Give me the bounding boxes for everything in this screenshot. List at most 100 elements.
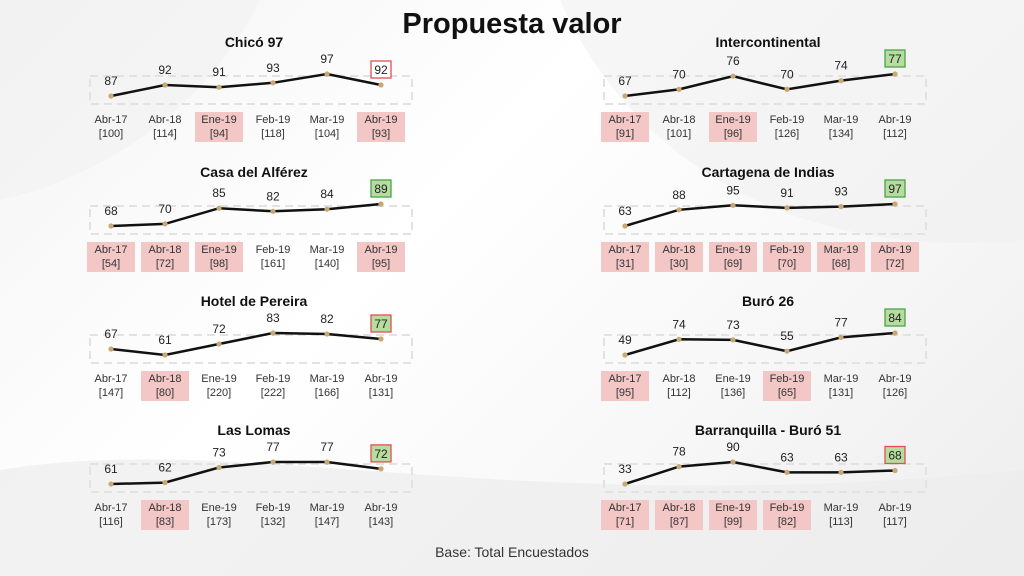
category-base: [98] [209,258,229,270]
category-label: Ene-19 [98] [195,242,243,272]
category-label: Abr-18 [114] [141,112,189,142]
category-name: Mar-19 [823,114,859,126]
last-value-box [884,308,906,327]
category-label: Mar-19 [68] [817,242,865,272]
data-label: 63 [618,204,632,218]
chart-panel: Cartagena de Indias 63 88 95 91 93 97 Abr-17 [31… [598,164,938,284]
data-point [162,480,168,486]
category-row: Abr-17 [71] Abr-18 [87] Ene-19 [99] Feb-19 [82]… [598,500,938,532]
category-base: [70] [777,258,797,270]
data-label: 90 [726,440,740,454]
category-label: Abr-17 [116] [87,500,135,530]
last-value-box [370,179,392,198]
data-point [378,82,384,88]
data-point [892,71,898,77]
data-point [838,78,844,84]
data-label: 77 [374,317,388,331]
category-name: Abr-19 [878,373,912,385]
category-name: Abr-18 [662,244,696,256]
category-base: [126] [882,387,908,399]
data-label: 95 [726,183,740,197]
data-label: 89 [374,182,388,196]
series-line [624,202,896,228]
chart-panel: Barranquilla - Buró 51 33 78 90 63 63 68 Abr-17… [598,422,938,542]
data-label: 70 [780,67,794,81]
data-label: 72 [374,447,388,461]
data-point [216,341,222,347]
category-label: Feb-19 [70] [763,242,811,272]
data-label: 67 [618,74,632,88]
category-label: Abr-18 [83] [141,500,189,530]
category-base: [95] [615,387,635,399]
category-row: Abr-17 [95] Abr-18 [112] Ene-19 [136] Feb-19 [6… [598,371,938,403]
data-label: 61 [158,333,172,347]
data-label: 92 [158,63,172,77]
category-name: Mar-19 [309,373,345,385]
category-base: [95] [371,258,391,270]
category-name: Ene-19 [201,373,237,385]
data-point [676,464,682,470]
data-label: 84 [320,187,334,201]
data-point [730,202,736,208]
chart-panel: Chicó 97 87 92 91 93 97 92 Abr-17 [100] Abr-18 [11… [84,34,424,154]
category-base: [101] [666,128,692,140]
data-label: 55 [780,329,794,343]
data-point [892,330,898,336]
data-point [676,336,682,342]
data-point [892,467,898,474]
data-label: 68 [104,204,118,218]
data-point [270,459,276,465]
category-label: Abr-17 [95] [601,371,649,401]
category-name: Abr-17 [608,373,642,385]
category-label: Feb-19 [126] [763,112,811,142]
data-label: 93 [266,61,280,75]
data-label: 97 [320,52,334,66]
category-name: Abr-19 [878,244,912,256]
category-base: [147] [98,387,124,399]
category-base: [131] [828,387,854,399]
category-name: Feb-19 [255,502,291,514]
category-label: Abr-18 [87] [655,500,703,530]
data-label: 83 [266,311,280,325]
category-name: Abr-18 [662,373,696,385]
category-name: Feb-19 [255,373,291,385]
category-label: Mar-19 [134] [817,112,865,142]
category-base: [118] [261,128,285,140]
last-value-box [884,179,906,198]
line-chart: 87 92 91 93 97 92 [89,52,413,105]
data-label: 61 [104,462,118,476]
data-point [270,80,276,86]
data-point [622,223,628,229]
category-label: Mar-19 [113] [817,500,865,530]
category-label: Abr-17 [71] [601,500,649,530]
data-point [730,459,736,465]
data-point [622,352,628,358]
category-base: [222] [260,387,286,399]
data-point [622,93,628,99]
category-name: Ene-19 [201,114,237,126]
chart-title: Intercontinental [715,34,821,50]
category-name: Abr-17 [608,114,642,126]
category-base: [54] [101,258,121,270]
chart-panel: Intercontinental 67 70 76 70 74 77 Abr-17 [91] Ab… [598,34,938,154]
category-base: [99] [723,516,743,528]
category-base: [87] [669,516,689,528]
category-label: Abr-19 [143] [357,500,405,530]
series-line [624,331,896,357]
data-label: 91 [212,65,226,79]
category-name: Feb-19 [769,114,805,126]
category-label: Ene-19 [220] [195,371,243,401]
category-base: [116] [99,516,123,528]
series-line [624,72,896,98]
category-label: Abr-18 [30] [655,242,703,272]
category-label: Abr-19 [95] [357,242,405,272]
chart-title: Barranquilla - Buró 51 [694,422,842,438]
category-base: [112] [883,128,907,140]
category-name: Abr-17 [94,373,128,385]
chart-panel: Casa del Alférez 68 70 85 82 84 89 Abr-17 [54] Ab… [84,164,424,284]
series-line [624,460,896,486]
category-base: [72] [885,258,905,270]
category-label: Ene-19 [96] [709,112,757,142]
footer-note: Base: Total Encuestados [435,544,589,560]
category-label: Abr-19 [126] [871,371,919,401]
